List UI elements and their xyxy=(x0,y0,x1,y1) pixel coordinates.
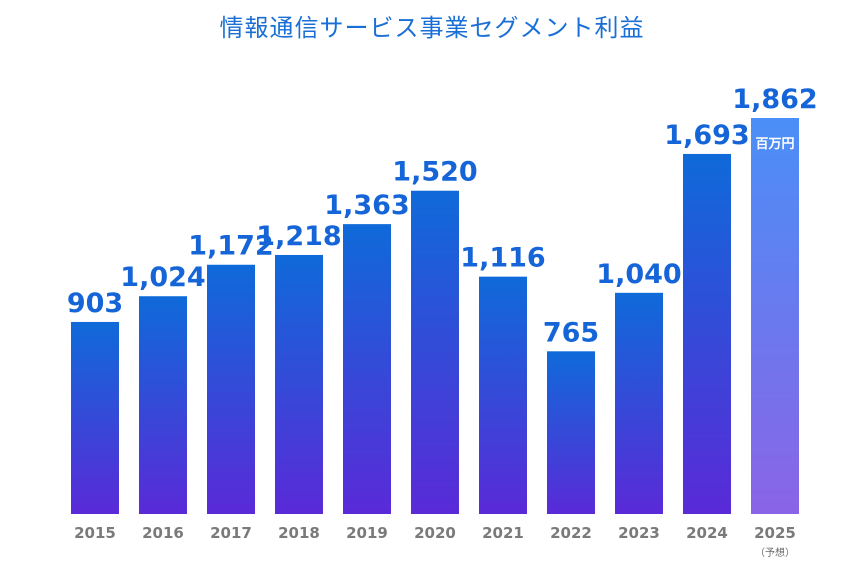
bar-2019 xyxy=(343,224,391,514)
bar-2017 xyxy=(207,264,255,514)
value-label-2025: 1,862 xyxy=(732,84,817,115)
x-tick-label-2025: 2025 xyxy=(754,524,796,542)
x-tick-label-2018: 2018 xyxy=(278,524,320,542)
bar-2018 xyxy=(275,254,323,514)
x-tick-label-2016: 2016 xyxy=(142,524,184,542)
labels-layer: 903 2015 1,024 2016 1,172 2017 1,218 2018 1,363 2… xyxy=(67,84,818,559)
forecast-note: （予想） xyxy=(755,546,795,559)
bar-2021 xyxy=(479,276,527,514)
value-label-2024: 1,693 xyxy=(664,120,749,151)
value-label-2020: 1,520 xyxy=(392,157,477,188)
bar-2023 xyxy=(615,292,663,514)
x-tick-label-2019: 2019 xyxy=(346,524,388,542)
value-label-2015: 903 xyxy=(67,288,123,319)
x-tick-label-2022: 2022 xyxy=(550,524,592,542)
bar-2024 xyxy=(683,153,731,514)
bars-layer xyxy=(71,118,799,515)
x-tick-label-2020: 2020 xyxy=(414,524,456,542)
x-tick-label-2024: 2024 xyxy=(686,524,728,542)
value-label-2017: 1,172 xyxy=(188,231,273,262)
bar-2016 xyxy=(139,296,187,514)
value-label-2019: 1,363 xyxy=(324,190,409,221)
x-tick-label-2023: 2023 xyxy=(618,524,660,542)
bar-2015 xyxy=(71,321,119,514)
value-label-2022: 765 xyxy=(543,317,599,348)
value-label-2021: 1,116 xyxy=(460,243,545,274)
unit-label: 百万円 xyxy=(755,137,794,152)
bar-2025 xyxy=(751,118,799,514)
x-tick-label-2015: 2015 xyxy=(74,524,116,542)
bar-2020 xyxy=(411,190,459,515)
value-label-2016: 1,024 xyxy=(120,262,205,293)
x-tick-label-2017: 2017 xyxy=(210,524,252,542)
x-tick-label-2021: 2021 xyxy=(482,524,524,542)
value-label-2018: 1,218 xyxy=(256,221,341,252)
chart-title: 情報通信サービス事業セグメント利益 xyxy=(219,14,645,42)
value-label-2023: 1,040 xyxy=(596,259,681,290)
bar-2022 xyxy=(547,351,595,514)
